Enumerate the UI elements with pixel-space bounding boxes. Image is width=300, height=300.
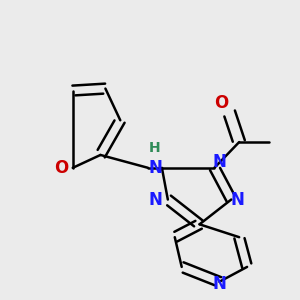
Text: N: N — [148, 159, 162, 177]
Text: N: N — [212, 275, 226, 293]
Text: O: O — [214, 94, 229, 112]
Text: H: H — [149, 141, 161, 155]
Text: N: N — [212, 153, 226, 171]
Text: O: O — [54, 159, 68, 177]
Text: N: N — [148, 190, 162, 208]
Text: N: N — [230, 190, 244, 208]
